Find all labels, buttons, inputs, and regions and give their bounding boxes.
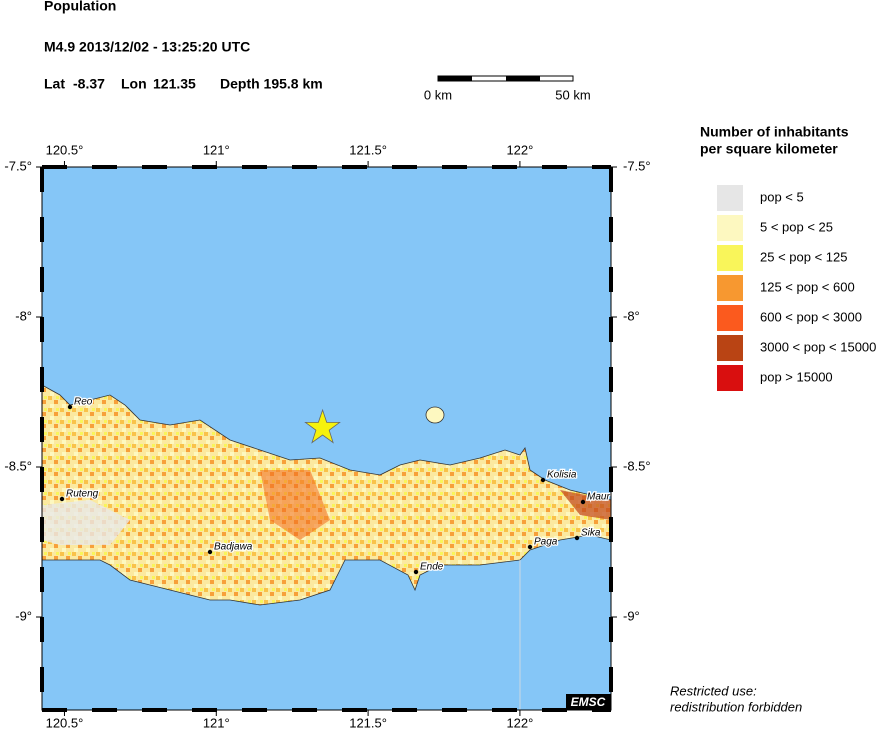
city-label: Sika [581, 528, 601, 539]
city-label: Ruteng [66, 489, 99, 500]
legend-label: 5 < pop < 25 [760, 219, 833, 234]
legend-label: pop < 5 [760, 189, 804, 204]
city-label: Ende [420, 562, 444, 573]
legend-swatch [717, 215, 743, 241]
lon-label: Lon [121, 76, 147, 92]
city-dot [574, 535, 580, 541]
city-dot [540, 477, 546, 483]
legend-label: 25 < pop < 125 [760, 249, 847, 264]
legend-label: 125 < pop < 600 [760, 279, 855, 294]
title: Population [44, 0, 116, 14]
lat-tick-label: -9° [15, 608, 32, 623]
lon-tick-label: 121° [203, 715, 230, 730]
lat-tick-label: -8° [15, 308, 32, 323]
city-dot [207, 549, 213, 555]
city-dot [67, 404, 73, 410]
epicenter-star [304, 408, 341, 444]
legend-swatch [717, 335, 743, 361]
legend-label: 600 < pop < 3000 [760, 309, 862, 324]
city-dot [59, 496, 65, 502]
city-label: Kolisia [547, 470, 577, 481]
legend-label: pop > 15000 [760, 369, 833, 384]
credit-box [566, 694, 611, 710]
legend-title: per square kilometer [700, 141, 838, 157]
lon-value: 121.35 [153, 76, 196, 92]
lon-tick-label: 121° [203, 142, 230, 157]
lat-tick-label: -8.5° [4, 458, 32, 473]
lon-tick-label: 122° [506, 142, 533, 157]
legend-title: Number of inhabitants [700, 124, 849, 140]
lat-tick-label: -7.5° [623, 158, 651, 173]
city-label: Paga [534, 537, 558, 548]
note: Restricted use: [670, 683, 757, 698]
city-label: Badjawa [214, 542, 253, 553]
legend-swatch [717, 365, 743, 391]
low-density-area [42, 500, 130, 545]
legend-swatch [717, 245, 743, 271]
lon-tick-label: 122° [506, 715, 533, 730]
city-dot [527, 544, 533, 550]
city-label: Maur [587, 492, 610, 503]
lat-tick-label: -9° [623, 608, 640, 623]
scale-bar: 0 km 50 km [424, 75, 591, 102]
high-density-area [260, 470, 330, 540]
city-label: Reo [74, 397, 93, 408]
city-label: Ende [420, 562, 444, 573]
scale-end: 50 km [555, 87, 590, 102]
lat-label: Lat [44, 76, 65, 92]
small-island [425, 406, 445, 424]
high-density-area [560, 490, 611, 520]
city-label: Sika [581, 528, 601, 539]
lon-tick-label: 121.5° [349, 715, 387, 730]
city-label: Reo [74, 397, 93, 408]
scale-start: 0 km [424, 87, 452, 102]
map-area: ReoReoRutengRutengBadjawaBadjawaEndeEnde… [42, 167, 611, 710]
lon-tick-label: 120.5° [46, 142, 84, 157]
legend-swatch [717, 305, 743, 331]
city-dot [580, 499, 586, 505]
city-label: Ruteng [66, 489, 99, 500]
lon-tick-label: 121.5° [349, 142, 387, 157]
lat-tick-label: -8.5° [623, 458, 651, 473]
city-dot [413, 569, 419, 575]
lat-value: -8.37 [73, 76, 105, 92]
note: redistribution forbidden [670, 699, 802, 714]
city-label: Paga [534, 537, 558, 548]
city-label: Kolisia [547, 470, 577, 481]
event-info: M4.9 2013/12/02 - 13:25:20 UTC [44, 39, 250, 55]
credit: EMSC [571, 695, 606, 709]
depth: Depth 195.8 km [220, 76, 323, 92]
frame-dashes [40, 165, 613, 712]
lat-tick-label: -8° [623, 308, 640, 323]
legend-label: 3000 < pop < 15000 [760, 339, 876, 354]
flores-island [42, 384, 611, 606]
city-label: Badjawa [214, 542, 253, 553]
legend-swatch [717, 185, 743, 211]
city-label: Maur [587, 492, 610, 503]
lat-tick-label: -7.5° [4, 158, 32, 173]
lon-tick-label: 120.5° [46, 715, 84, 730]
legend-swatch [717, 275, 743, 301]
